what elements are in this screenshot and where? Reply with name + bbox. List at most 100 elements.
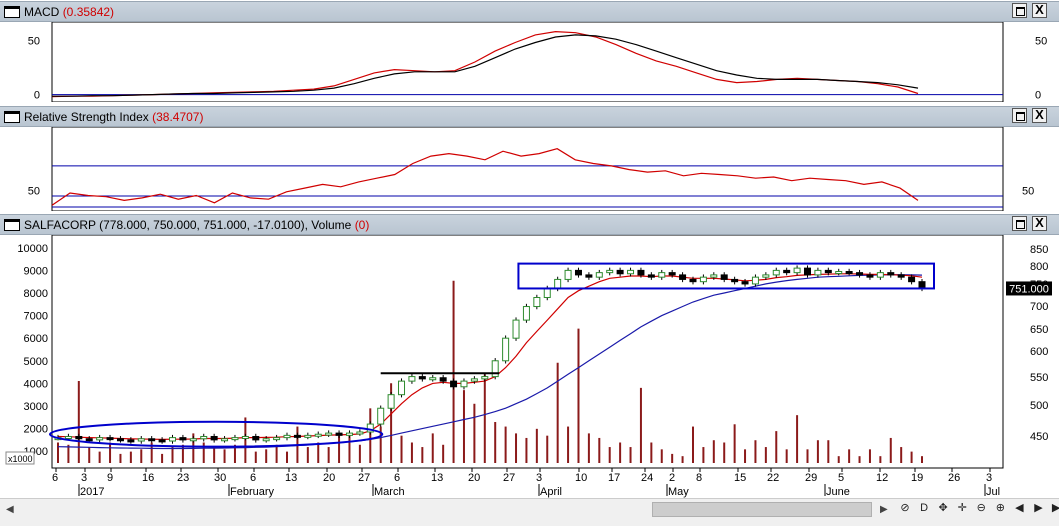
price-y-tick-left: 6000 [24, 333, 48, 345]
x-tick-label: 10 [575, 472, 587, 484]
candle-body [305, 435, 311, 437]
rsi-maximize-button[interactable] [1012, 108, 1027, 123]
candle-body [430, 378, 436, 380]
macd-titlebar: MACD (0.35842) X [0, 1, 1059, 22]
price-y-tick-right: 700 [1030, 301, 1048, 313]
x-tick-label: 29 [805, 472, 817, 484]
price-y-tick-left: 7000 [24, 311, 48, 323]
candle-body [263, 439, 269, 441]
chart-toolbar: ⊘ D ✥ ✛ ⊖ ⊕ ◀ ▶ ▶| [898, 501, 1059, 517]
price-y-tick-right: 800 [1030, 261, 1048, 273]
move-icon[interactable]: ✥ [936, 501, 950, 514]
crosshair-icon[interactable]: ✛ [955, 501, 969, 514]
candle-body [76, 436, 82, 438]
candle-body [242, 436, 248, 438]
scroll-right-icon[interactable]: ▶ [1031, 501, 1045, 514]
candle-body [482, 377, 488, 379]
candle-body [586, 275, 592, 277]
candle-body [877, 273, 883, 278]
x-month-label: June [826, 486, 850, 498]
x-tick-label: 20 [468, 472, 480, 484]
candle-body [680, 275, 686, 280]
rsi-close-button[interactable]: X [1032, 108, 1047, 123]
price-y-tick-right: 650 [1030, 324, 1048, 336]
candle-body [919, 282, 925, 289]
candle-body [565, 270, 571, 279]
x-tick-label: 30 [214, 472, 226, 484]
price-y-tick-left: 9000 [24, 265, 48, 277]
candle-body [804, 268, 810, 275]
candle-body [700, 277, 706, 282]
candle-body [648, 275, 654, 277]
rsi-y-tick-right: 50 [1022, 186, 1034, 198]
price-y-tick-right: 500 [1030, 400, 1048, 412]
candle-body [888, 273, 894, 275]
x-tick-label: 13 [285, 472, 297, 484]
candle-body [378, 408, 384, 424]
scroll-end-icon[interactable]: ▶| [1051, 501, 1059, 514]
scroll-left-icon[interactable]: ◀ [1012, 501, 1026, 514]
price-chart: 1000090008000700060005000400030002000100… [0, 235, 1059, 498]
candle-body [534, 298, 540, 307]
candle-body [159, 440, 165, 442]
price-y-tick-left: 8000 [24, 288, 48, 300]
chain-icon[interactable]: ⊘ [898, 501, 912, 514]
candle-body [117, 439, 123, 441]
x-tick-label: 8 [696, 472, 702, 484]
price-y-tick-right: 600 [1030, 346, 1048, 358]
candle-body [513, 320, 519, 338]
macd-close-button[interactable]: X [1032, 3, 1047, 18]
candle-body [419, 377, 425, 379]
price-maximize-button[interactable] [1012, 216, 1027, 231]
scroll-left-arrow-icon[interactable]: ◀ [6, 504, 14, 515]
candle-body [284, 435, 290, 437]
candle-body [909, 277, 915, 282]
candle-body [815, 270, 821, 275]
candle-body [138, 439, 144, 441]
candle-body [128, 440, 134, 442]
macd-y-tick-left: 0 [34, 90, 40, 102]
candle-body [711, 275, 717, 277]
x-month-label: 2017 [80, 486, 104, 498]
x-month-label: March [374, 486, 405, 498]
candle-body [399, 381, 405, 395]
price-y-tick-left: 3000 [24, 401, 48, 413]
zoom-in-icon[interactable]: ⊕ [993, 501, 1007, 514]
chart-window-icon [4, 6, 20, 18]
last-price-label: 751.000 [1009, 283, 1049, 295]
candle-body [742, 282, 748, 284]
candle-body [201, 436, 207, 438]
candle-body [721, 275, 727, 280]
candle-body [222, 439, 228, 441]
macd-maximize-button[interactable] [1012, 3, 1027, 18]
x-tick-label: 3 [986, 472, 992, 484]
candle-body [294, 435, 300, 437]
candle-body [492, 361, 498, 377]
x-tick-label: 3 [81, 472, 87, 484]
price-close-button[interactable]: X [1032, 216, 1047, 231]
zoom-out-icon[interactable]: ⊖ [974, 501, 988, 514]
scroll-right-arrow-icon[interactable]: ▶ [880, 504, 888, 515]
price-titlebar: SALFACORP (778.000, 750.000, 751.000, -1… [0, 214, 1059, 235]
x-tick-label: 27 [503, 472, 515, 484]
d-button[interactable]: D [917, 502, 931, 514]
chart-window-icon [4, 111, 20, 123]
price-y-tick-left: 10000 [17, 243, 48, 255]
candle-body [898, 275, 904, 277]
candle-body [388, 395, 394, 409]
macd-y-tick-left: 50 [28, 35, 40, 47]
candle-body [638, 270, 644, 275]
candle-body [274, 438, 280, 440]
x-tick-label: 24 [641, 472, 653, 484]
candle-body [503, 338, 509, 361]
candle-body [170, 438, 176, 441]
rsi-titlebar: Relative Strength Index (38.4707) X [0, 106, 1059, 127]
candle-body [752, 277, 758, 284]
candle-body [773, 270, 779, 275]
scrollbar-thumb[interactable] [652, 502, 872, 517]
candle-body [857, 273, 863, 275]
price-y-tick-left: 5000 [24, 356, 48, 368]
candle-body [523, 307, 529, 321]
x-tick-label: 15 [734, 472, 746, 484]
